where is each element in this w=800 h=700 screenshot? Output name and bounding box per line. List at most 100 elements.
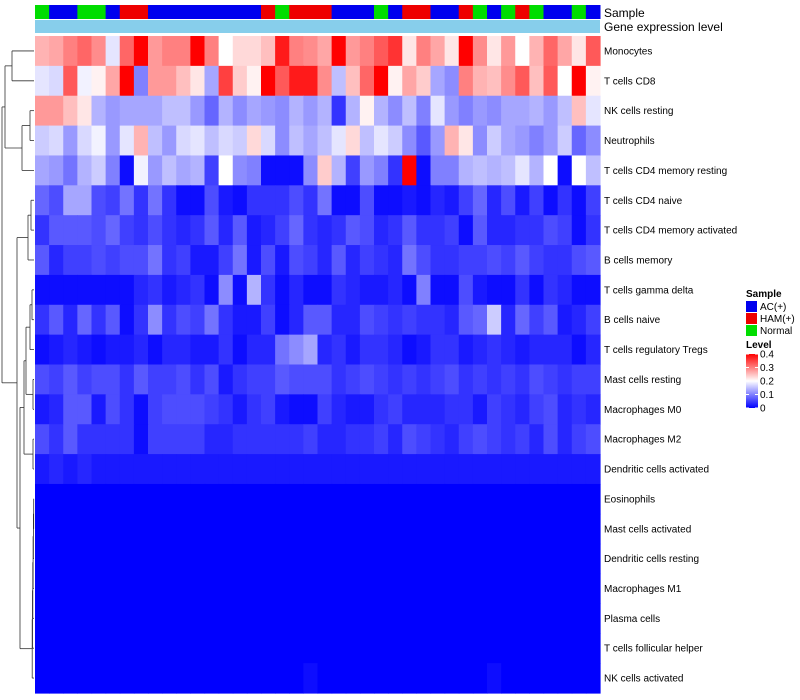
sample-annotation-cell (515, 5, 530, 19)
heatmap-cell (246, 513, 262, 545)
heatmap-cell (77, 663, 93, 694)
heatmap-cell (430, 304, 446, 336)
heatmap-cell (444, 424, 460, 455)
heatmap-cell (261, 603, 276, 634)
heatmap-cell (430, 603, 446, 634)
heatmap-cell (119, 483, 135, 515)
heatmap-cell (289, 274, 304, 306)
heatmap-cell (543, 65, 559, 97)
heatmap-cell (190, 245, 206, 276)
heatmap-cell (232, 513, 248, 545)
row-label: NK cells activated (604, 674, 683, 685)
heatmap-cell (303, 454, 319, 485)
annotation-label-gene-expression: Gene expression level (604, 20, 723, 34)
heatmap-cell (458, 364, 474, 395)
heatmap-cell (91, 603, 107, 634)
heatmap-cell (119, 364, 135, 395)
sample-annotation-cell (501, 5, 516, 19)
heatmap-cell (190, 274, 206, 306)
heatmap-cell (416, 155, 432, 186)
heatmap-cell (275, 424, 290, 455)
heatmap-cell (275, 573, 290, 605)
heatmap-cell (444, 125, 460, 157)
heatmap-cell (458, 394, 474, 425)
heatmap-cell (430, 483, 446, 515)
heatmap-cell (63, 95, 78, 127)
heatmap-cell (35, 454, 50, 485)
heatmap-cell (190, 394, 206, 425)
heatmap-cell (529, 95, 545, 127)
heatmap-cell (402, 304, 417, 336)
heatmap-cell (472, 543, 488, 575)
heatmap-cell (63, 454, 78, 485)
heatmap-cell (416, 663, 432, 694)
heatmap-cell (430, 633, 446, 664)
heatmap-cell (317, 185, 333, 216)
heatmap-cell (63, 603, 78, 634)
heatmap-cell (105, 215, 121, 246)
heatmap-cell (359, 573, 375, 605)
row-label: B cells naive (604, 315, 661, 326)
row-label: B cells memory (604, 255, 672, 266)
heatmap-cell (571, 274, 587, 306)
heatmap-cell (472, 573, 488, 605)
heatmap-cell (91, 334, 107, 366)
heatmap-cell (275, 454, 290, 485)
heatmap-cell (571, 633, 587, 664)
heatmap-cell (133, 334, 149, 366)
heatmap-cell (246, 65, 262, 97)
heatmap-cell (105, 95, 121, 127)
heatmap-cell (543, 304, 559, 336)
heatmap-cell (63, 663, 78, 694)
heatmap-cell (303, 633, 319, 664)
heatmap-cell (416, 125, 432, 157)
heatmap-cell (543, 215, 559, 246)
heatmap-cell (388, 304, 403, 336)
heatmap-cell (190, 334, 206, 366)
heatmap-cell (261, 215, 276, 246)
heatmap-cell (472, 454, 488, 485)
heatmap-cell (388, 603, 403, 634)
heatmap-cell (261, 155, 276, 186)
heatmap-cell (515, 663, 530, 694)
heatmap-cell (275, 125, 290, 157)
heatmap-cell (515, 483, 530, 515)
heatmap-cell (571, 334, 587, 366)
heatmap-cell (359, 483, 375, 515)
sample-legend-label: HAM(+) (760, 314, 795, 325)
heatmap-cell (63, 543, 78, 575)
heatmap-cell (359, 454, 375, 485)
heatmap-cell (585, 364, 601, 395)
heatmap-cell (487, 36, 502, 67)
heatmap-cell (232, 334, 248, 366)
heatmap-cell (77, 364, 93, 395)
heatmap-cell (176, 364, 191, 395)
heatmap-cell (529, 185, 545, 216)
sample-annotation-bar (35, 5, 601, 19)
heatmap-cell (543, 663, 559, 694)
heatmap-cell (359, 364, 375, 395)
heatmap-cell (148, 36, 163, 67)
heatmap-cell (289, 573, 304, 605)
heatmap-cell (444, 215, 460, 246)
heatmap-cell (49, 454, 64, 485)
sample-annotation-cell (162, 5, 177, 19)
heatmap-cell (162, 454, 177, 485)
heatmap-cell (501, 663, 516, 694)
heatmap-cell (571, 573, 587, 605)
level-tick-label: 0.2 (760, 377, 774, 388)
heatmap-cell (487, 245, 502, 276)
heatmap-cell (331, 334, 347, 366)
heatmap-cell (515, 364, 530, 395)
heatmap-cell (472, 334, 488, 366)
heatmap-cell (317, 454, 333, 485)
heatmap-cell (472, 603, 488, 634)
heatmap-cell (388, 274, 403, 306)
heatmap-cell (416, 36, 432, 67)
heatmap-cell (303, 364, 319, 395)
level-tick-label: 0 (760, 404, 766, 415)
heatmap-cell (133, 125, 149, 157)
heatmap-cell (515, 573, 530, 605)
row-label: NK cells resting (604, 106, 673, 117)
heatmap-cell (557, 95, 573, 127)
